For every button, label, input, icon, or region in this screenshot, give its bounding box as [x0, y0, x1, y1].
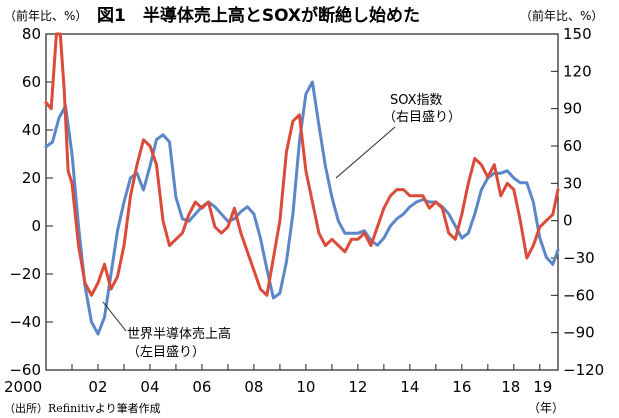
x-tick-label: 19 [533, 378, 552, 396]
right-tick-label: 0 [563, 212, 573, 230]
series-line-semiconductor-sales [44, 80, 560, 336]
right-tick-label: 120 [563, 62, 592, 80]
right-axis-unit-label: （前年比、%） [520, 8, 603, 23]
right-tick-label: 60 [563, 137, 582, 155]
left-axis-unit-label: （前年比、%） [4, 8, 87, 23]
left-tick-label: 40 [22, 121, 41, 139]
x-tick-label: 10 [296, 378, 315, 396]
left-tick-label: −40 [9, 313, 41, 331]
right-tick-label: −120 [563, 361, 604, 379]
sales-annotation-label: 世界半導体売上高 [127, 326, 231, 342]
x-tick-label: 18 [501, 378, 520, 396]
x-tick-label: 02 [88, 378, 107, 396]
sox-annotation-label: SOX指数 [390, 93, 443, 108]
right-tick-label: 30 [563, 174, 582, 192]
x-tick-label: 2000 [4, 378, 42, 396]
left-axis-ticks: 80 60 40 20 0 −20 −40 −60 [9, 25, 53, 379]
left-tick-label: 60 [22, 73, 41, 91]
series-lines [44, 32, 560, 336]
x-tick-label: 14 [400, 378, 419, 396]
plot-frame [45, 33, 559, 371]
right-tick-label: 150 [563, 25, 592, 43]
left-tick-label: 0 [31, 217, 41, 235]
x-tick-label: 04 [140, 378, 159, 396]
sales-annotation-leader [102, 301, 127, 332]
sox-annotation-leader [335, 126, 396, 179]
right-tick-label: 90 [563, 100, 582, 118]
x-tick-label: 06 [192, 378, 211, 396]
x-axis-unit-label: （年） [528, 401, 564, 415]
series-line-sox-index [44, 32, 560, 297]
left-tick-label: −20 [9, 265, 41, 283]
right-tick-label: −60 [563, 286, 595, 304]
left-tick-label: 80 [22, 25, 41, 43]
right-tick-label: −30 [563, 249, 595, 267]
left-tick-label: 20 [22, 169, 41, 187]
chart-title: 図1 半導体売上高とSOXが断絶し始めた [97, 5, 420, 26]
right-axis-ticks: 150 120 90 60 30 0 −30 −60 −90 −120 [551, 25, 604, 379]
sales-annotation-sub: （左目盛り） [127, 345, 205, 360]
right-tick-label: −90 [563, 324, 595, 342]
left-tick-label: −60 [9, 361, 41, 379]
x-tick-label: 08 [244, 378, 263, 396]
x-axis-ticks: 2000 02 04 06 08 10 12 14 16 18 19 [4, 364, 552, 396]
x-tick-label: 16 [452, 378, 471, 396]
sox-annotation-sub: （右目盛り） [383, 110, 461, 125]
source-note: （出所）Refinitivより筆者作成 [4, 401, 161, 415]
x-tick-label: 12 [348, 378, 367, 396]
